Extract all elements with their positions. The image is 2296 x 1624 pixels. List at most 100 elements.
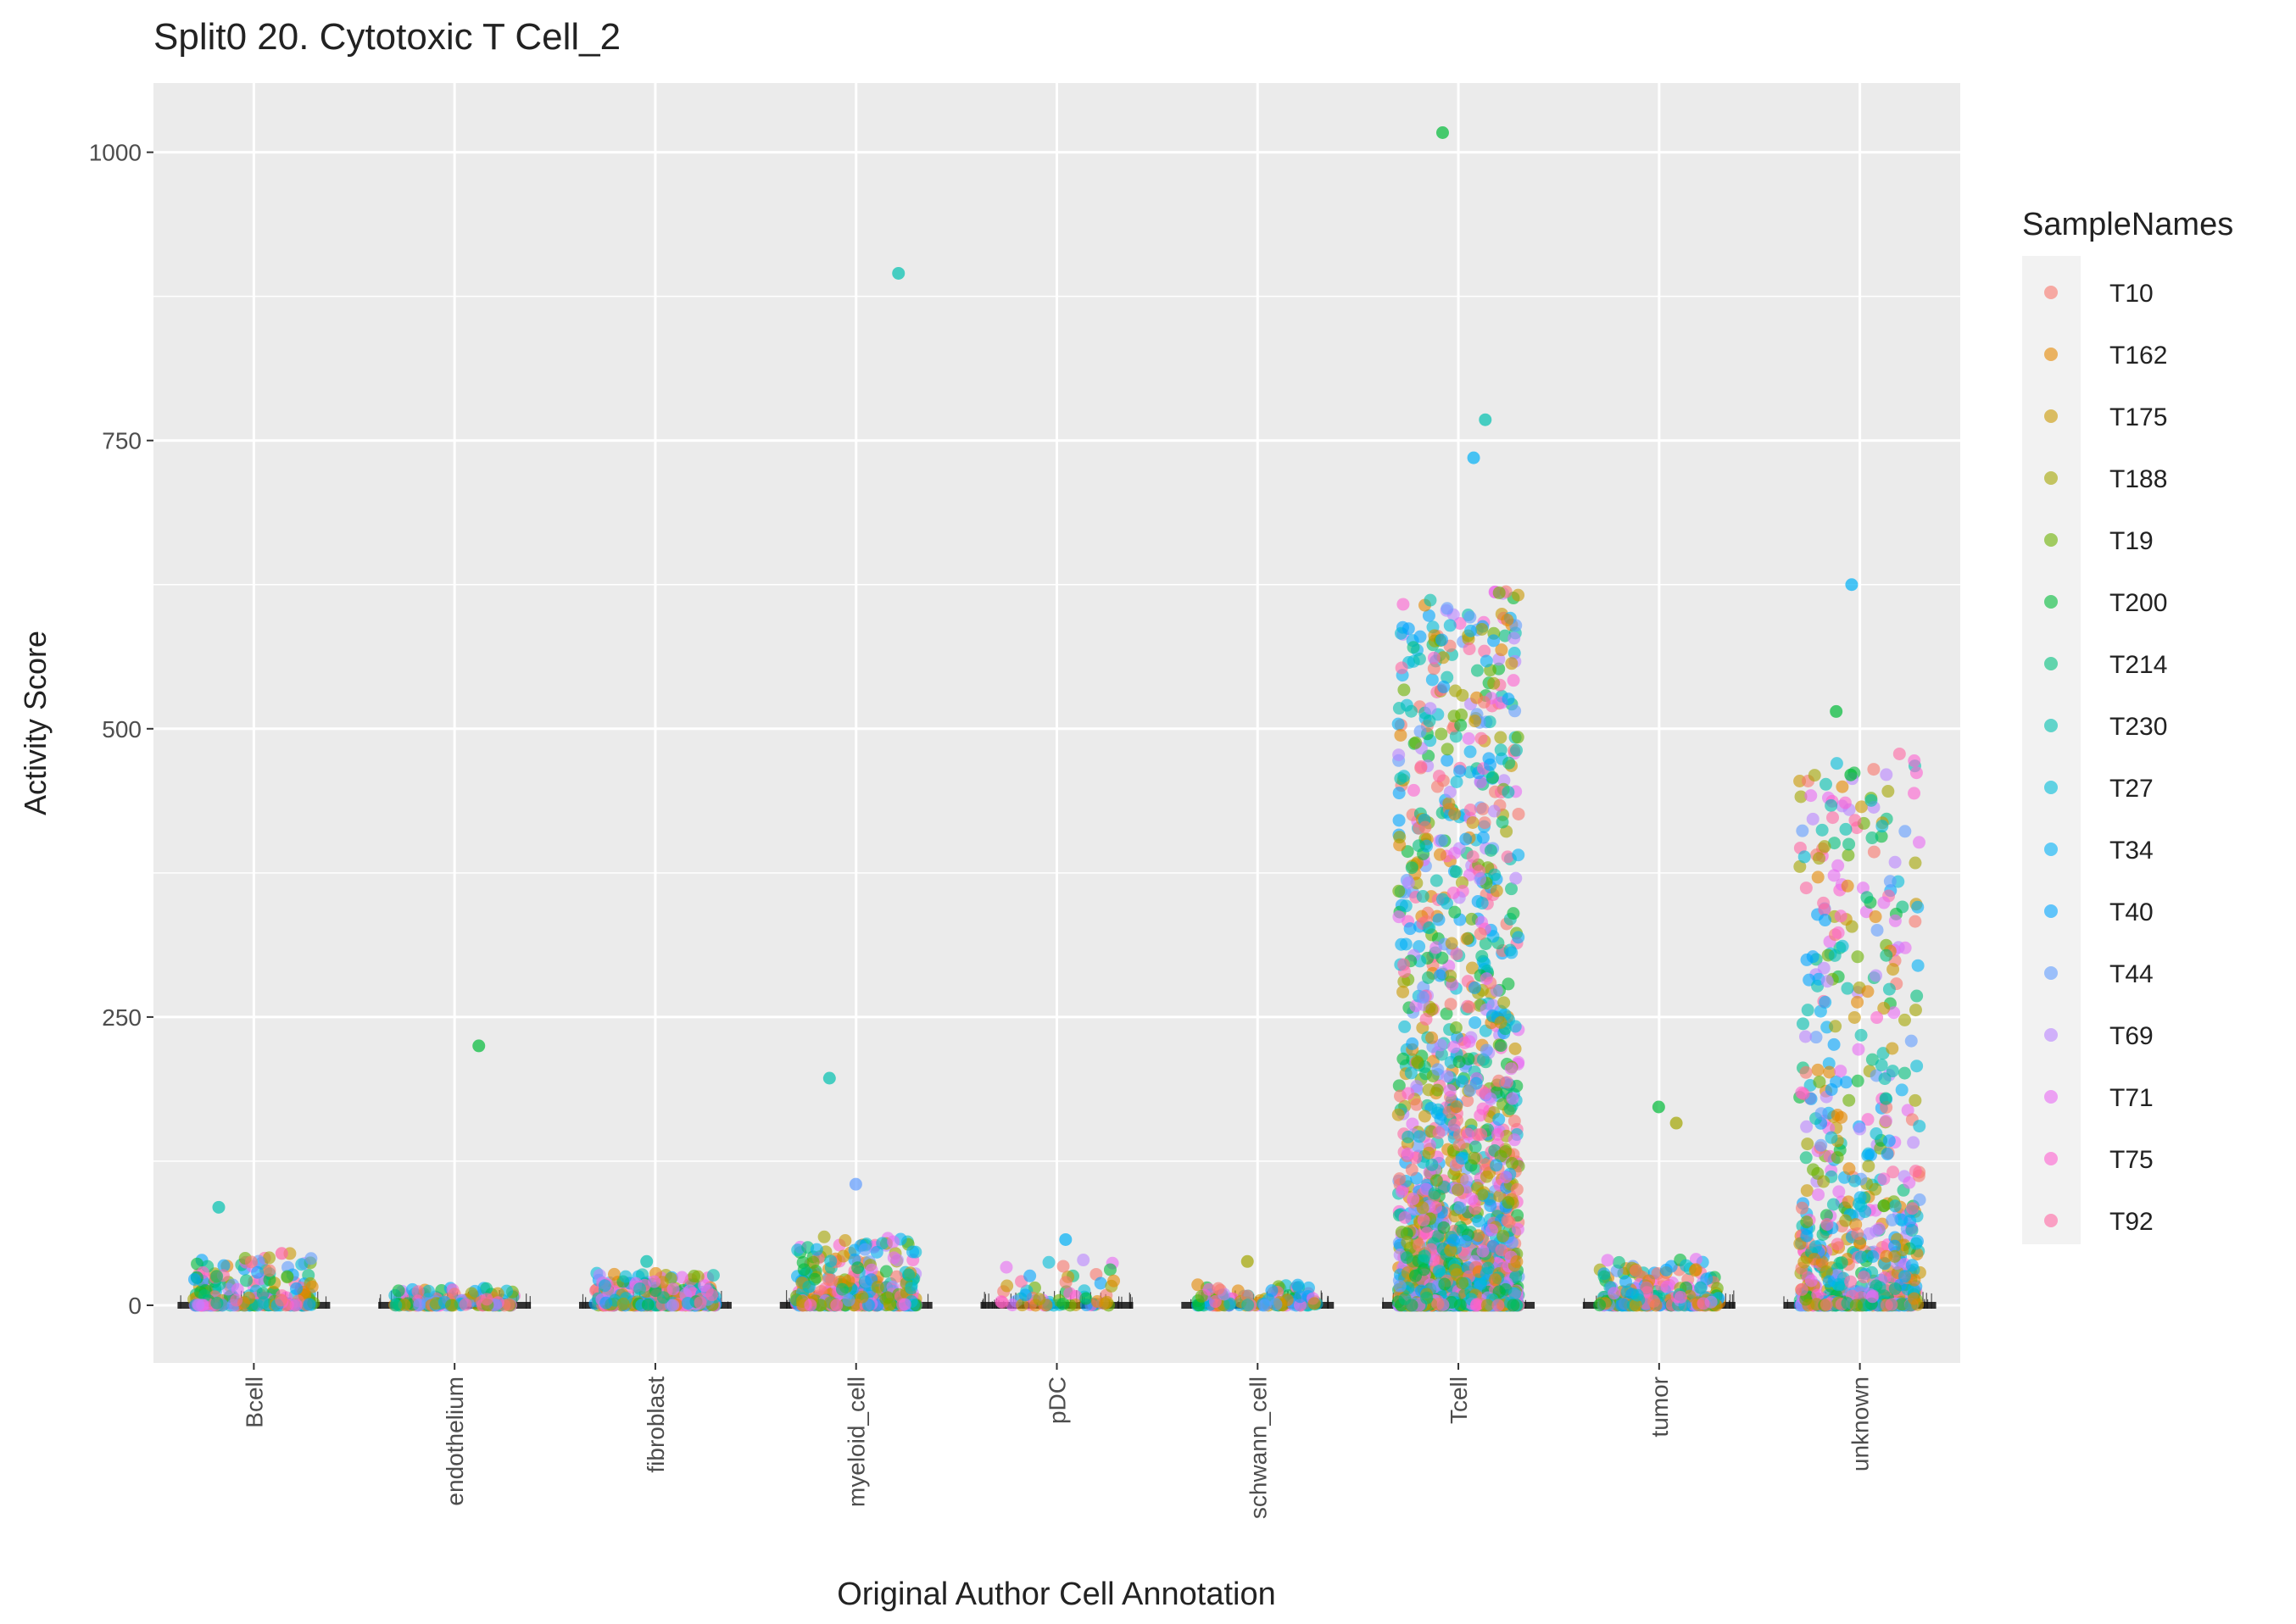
data-point [1487,804,1501,818]
data-point [694,1296,707,1310]
data-point [1437,1221,1451,1234]
data-point [1435,633,1448,647]
data-point [681,1296,694,1310]
data-point [1479,937,1492,950]
data-point [1597,1270,1611,1283]
data-point [1831,1151,1844,1165]
data-point [1410,1080,1424,1093]
data-point [1056,1297,1070,1310]
data-point [1593,1299,1607,1312]
data-point [1191,1278,1205,1292]
data-point [879,1265,893,1278]
data-point [666,1282,680,1296]
data-point [1512,807,1525,820]
data-point [1806,812,1820,826]
data-point [1413,630,1427,643]
data-point [1827,837,1841,850]
data-point [1886,1165,1900,1179]
data-point [1851,950,1864,964]
data-point [1495,643,1508,657]
data-point [1402,622,1415,636]
data-point [1435,834,1448,848]
data-point [1429,874,1443,887]
data-point [1794,790,1808,804]
data-point [1886,963,1900,976]
data-point [210,1296,224,1310]
data-point [1689,1263,1702,1276]
data-point [837,1249,850,1263]
x-tick-label: unknown [1847,1377,1874,1471]
data-point [849,1177,862,1191]
data-point [1860,891,1874,904]
data-point [1820,1298,1833,1311]
data-point [303,1298,316,1311]
data-point [1399,899,1413,913]
data-point [1820,1217,1834,1231]
data-point [802,1280,816,1293]
data-point [1444,1243,1457,1257]
data-point [263,1251,276,1265]
data-point [1499,1171,1513,1184]
chart-title: Split0 20. Cytotoxic T Cell_2 [153,16,621,58]
data-point [1394,771,1407,785]
data-point [230,1293,243,1307]
data-point [1405,861,1418,875]
data-point [1799,1293,1813,1306]
data-point [1842,1093,1856,1107]
data-point [835,1282,849,1296]
data-point [1826,811,1840,825]
data-point [1507,1133,1521,1147]
data-point [1398,1210,1412,1224]
data-point [1819,914,1832,927]
data-point [392,1284,405,1298]
data-point [1428,1187,1441,1200]
data-point [1410,1098,1424,1111]
data-point [1822,1275,1836,1288]
data-point [1907,1136,1920,1149]
data-point [1452,1138,1466,1152]
data-point [1640,1281,1653,1294]
data-point [1795,1201,1808,1215]
data-point [1394,728,1407,742]
data-point [1820,1209,1833,1222]
data-point [1819,777,1832,791]
legend-key [2044,1090,2058,1104]
data-point [411,1285,425,1299]
data-point [1468,715,1482,728]
data-point [1404,704,1418,718]
data-point [1480,1043,1493,1057]
data-point [1400,1251,1413,1265]
data-point [1814,1107,1828,1121]
data-point [1903,1176,1916,1189]
data-point [1878,1271,1892,1285]
data-point [1839,1214,1853,1227]
data-point [1433,969,1446,982]
data-point [1864,793,1878,807]
data-point [251,1265,265,1279]
data-point [1881,1147,1894,1160]
data-point [1875,830,1888,843]
data-point [1476,1102,1490,1115]
data-point [824,1254,838,1268]
data-point [1440,1007,1453,1021]
data-point [1870,1011,1884,1025]
data-point [1465,912,1479,926]
data-point [1505,1236,1519,1249]
data-point [1903,1215,1917,1228]
data-point [1507,1115,1521,1128]
data-point [1880,948,1893,962]
data-point [640,1254,654,1268]
data-point [1855,800,1869,814]
data-point [1033,1293,1046,1306]
data-point [1865,1290,1879,1304]
data-point [1806,950,1820,964]
data-point [421,1284,435,1298]
data-point [1427,651,1441,665]
x-tick-label: schwann_cell [1245,1377,1271,1519]
data-point [1240,1254,1254,1268]
data-point [641,1298,655,1311]
data-point [1479,1158,1492,1171]
data-point [1416,1201,1429,1215]
data-point [1795,1282,1808,1296]
data-point [1301,1281,1315,1294]
